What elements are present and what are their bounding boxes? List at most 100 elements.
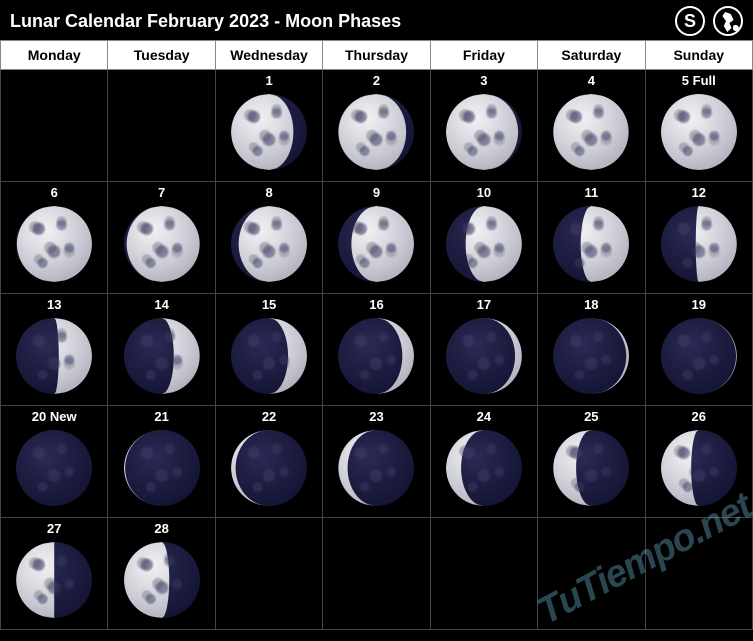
moon-phase-icon [216, 426, 322, 510]
weekday-header: Friday [430, 41, 537, 70]
calendar-cell: 13 [1, 294, 108, 406]
calendar-cell: 25 [538, 406, 645, 518]
day-number: 21 [108, 406, 214, 426]
day-number: 19 [646, 294, 752, 314]
calendar-cell: 28 [108, 518, 215, 630]
calendar-cell: 1 [215, 70, 322, 182]
moon-phase-icon [323, 314, 429, 398]
day-number: 28 [108, 518, 214, 538]
calendar-cell: 24 [430, 406, 537, 518]
calendar-cell: 16 [323, 294, 430, 406]
calendar-row: 20 New212223242526 [1, 406, 753, 518]
moon-phase-icon [216, 314, 322, 398]
moon-phase-icon [646, 90, 752, 174]
lunar-calendar-table: MondayTuesdayWednesdayThursdayFridaySatu… [0, 40, 753, 630]
day-number: 13 [1, 294, 107, 314]
day-number: 24 [431, 406, 537, 426]
moon-phase-icon [323, 426, 429, 510]
calendar-cell: 11 [538, 182, 645, 294]
calendar-cell: 5 Full [645, 70, 752, 182]
moon-phase-icon [431, 202, 537, 286]
calendar-cell: 3 [430, 70, 537, 182]
moon-phase-icon [108, 426, 214, 510]
calendar-cell: 26 [645, 406, 752, 518]
moon-phase-icon [431, 314, 537, 398]
weekday-header: Monday [1, 41, 108, 70]
moon-phase-icon [323, 90, 429, 174]
moon-phase-icon [646, 426, 752, 510]
weekday-header: Sunday [645, 41, 752, 70]
calendar-cell [323, 518, 430, 630]
calendar-cell: 22 [215, 406, 322, 518]
day-number: 15 [216, 294, 322, 314]
calendar-row: 6789101112 [1, 182, 753, 294]
moon-phase-icon [646, 202, 752, 286]
moon-phase-icon [1, 314, 107, 398]
day-number: 23 [323, 406, 429, 426]
day-number: 1 [216, 70, 322, 90]
calendar-cell [538, 518, 645, 630]
calendar-cell: 21 [108, 406, 215, 518]
day-number: 10 [431, 182, 537, 202]
moon-phase-icon [538, 202, 644, 286]
calendar-cell [1, 70, 108, 182]
calendar-cell: 17 [430, 294, 537, 406]
day-number: 2 [323, 70, 429, 90]
calendar-cell: 8 [215, 182, 322, 294]
calendar-cell: 2 [323, 70, 430, 182]
day-number: 12 [646, 182, 752, 202]
page-title: Lunar Calendar February 2023 - Moon Phas… [10, 11, 401, 32]
calendar-cell: 9 [323, 182, 430, 294]
day-number: 14 [108, 294, 214, 314]
calendar-cell [215, 518, 322, 630]
day-number: 16 [323, 294, 429, 314]
day-number: 7 [108, 182, 214, 202]
calendar-cell: 27 [1, 518, 108, 630]
calendar-body: 12345 Full67891011121314151617181920 New… [1, 70, 753, 630]
hemisphere-icon[interactable]: S [675, 6, 705, 36]
day-number: 6 [1, 182, 107, 202]
day-number: 11 [538, 182, 644, 202]
moon-phase-icon [431, 426, 537, 510]
moon-phase-icon [538, 426, 644, 510]
calendar-cell: 14 [108, 294, 215, 406]
moon-phase-icon [431, 90, 537, 174]
day-number: 9 [323, 182, 429, 202]
day-number: 4 [538, 70, 644, 90]
calendar-cell: 7 [108, 182, 215, 294]
weekday-header: Tuesday [108, 41, 215, 70]
calendar-cell: 20 New [1, 406, 108, 518]
moon-phase-icon [1, 538, 107, 622]
calendar-cell [645, 518, 752, 630]
moon-phase-icon [108, 314, 214, 398]
day-number: 17 [431, 294, 537, 314]
calendar-row: 2728 [1, 518, 753, 630]
moon-phase-icon [538, 314, 644, 398]
day-number: 20 New [1, 406, 107, 426]
weekday-header: Saturday [538, 41, 645, 70]
header-icons: S [675, 6, 743, 36]
day-number: 22 [216, 406, 322, 426]
header: Lunar Calendar February 2023 - Moon Phas… [0, 0, 753, 40]
moon-phase-icon [1, 202, 107, 286]
moon-phase-icon [323, 202, 429, 286]
calendar-cell [108, 70, 215, 182]
calendar-cell: 19 [645, 294, 752, 406]
day-number: 26 [646, 406, 752, 426]
calendar-row: 13141516171819 [1, 294, 753, 406]
day-number: 3 [431, 70, 537, 90]
moon-phase-icon [646, 314, 752, 398]
calendar-cell: 18 [538, 294, 645, 406]
day-number: 25 [538, 406, 644, 426]
day-number: 27 [1, 518, 107, 538]
calendar-row: 12345 Full [1, 70, 753, 182]
calendar-cell: 10 [430, 182, 537, 294]
day-number: 18 [538, 294, 644, 314]
weekday-header-row: MondayTuesdayWednesdayThursdayFridaySatu… [1, 41, 753, 70]
region-globe-icon[interactable] [713, 6, 743, 36]
moon-phase-icon [216, 90, 322, 174]
day-number: 5 Full [646, 70, 752, 90]
moon-phase-icon [538, 90, 644, 174]
weekday-header: Thursday [323, 41, 430, 70]
moon-phase-icon [216, 202, 322, 286]
